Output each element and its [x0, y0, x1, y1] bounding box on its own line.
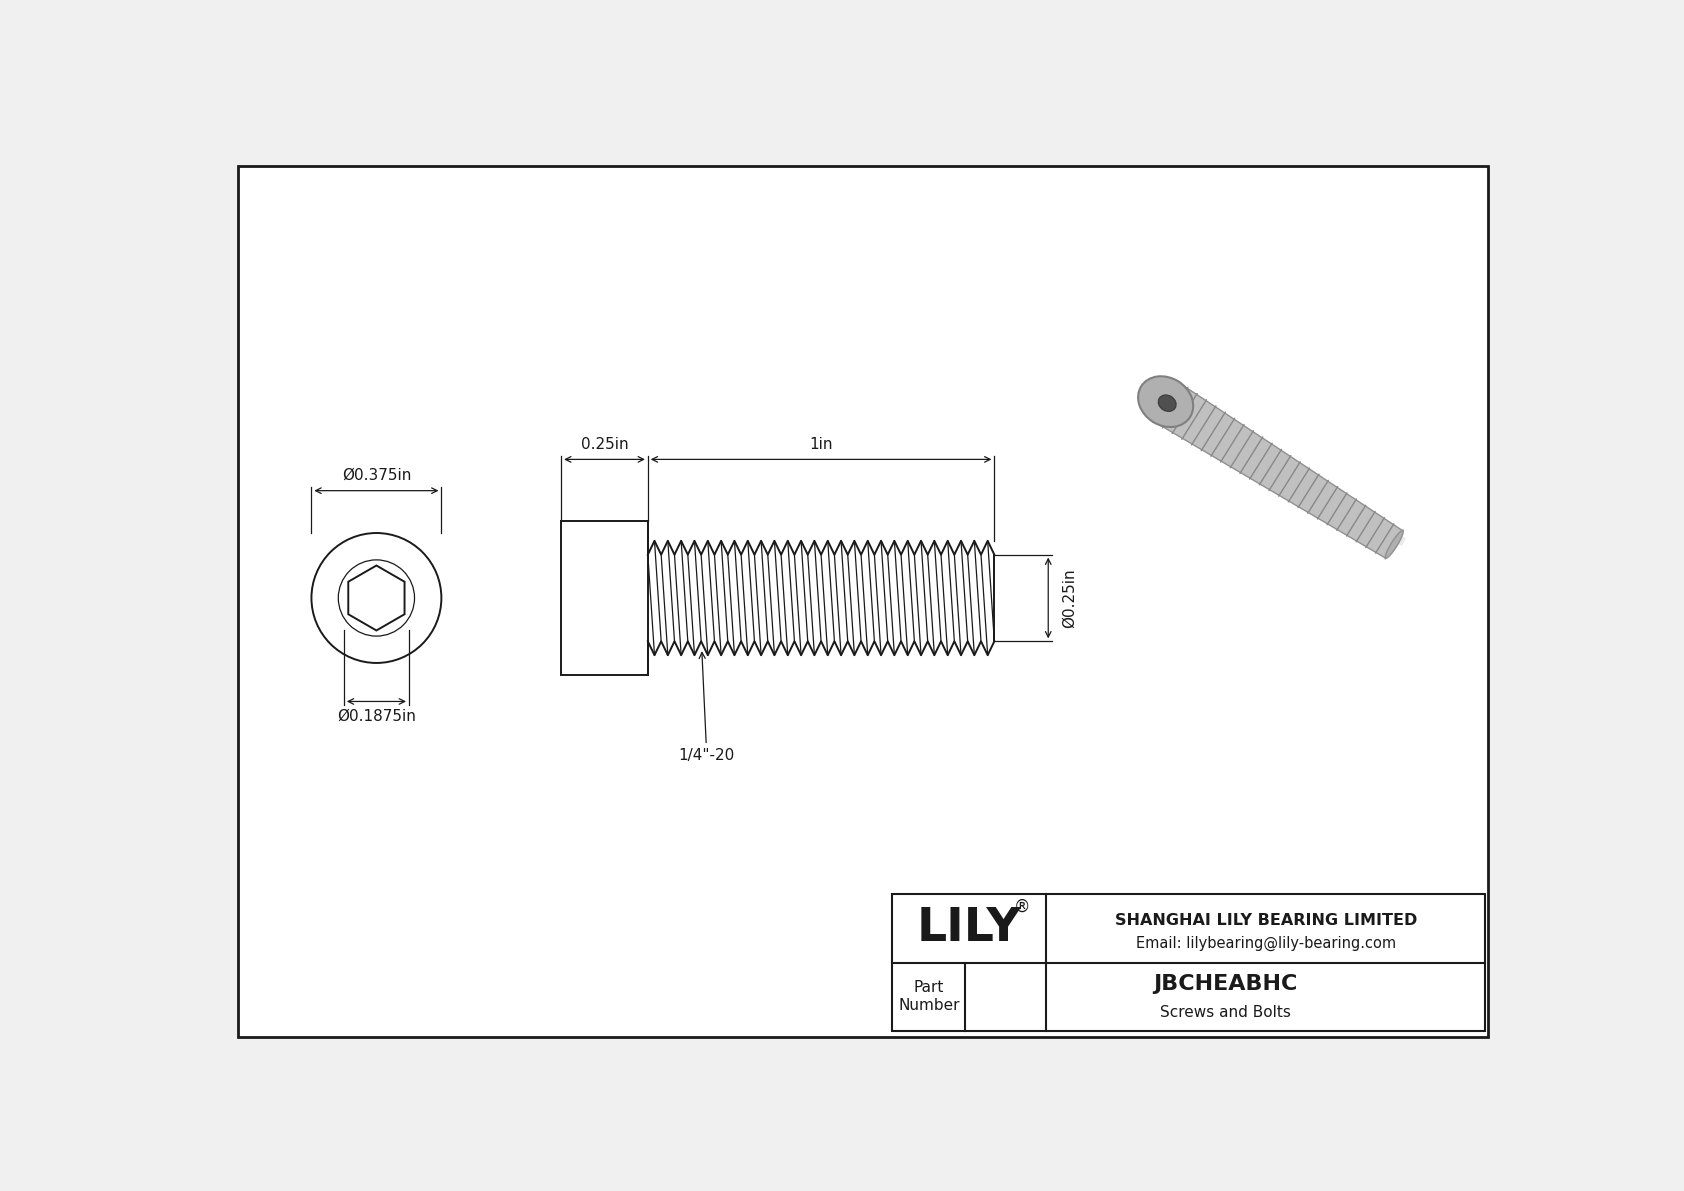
Text: SHANGHAI LILY BEARING LIMITED: SHANGHAI LILY BEARING LIMITED: [1115, 913, 1416, 928]
Bar: [893, 894, 1485, 1030]
Circle shape: [312, 534, 441, 663]
Ellipse shape: [1386, 531, 1403, 559]
Text: 1in: 1in: [810, 437, 834, 451]
Ellipse shape: [1159, 395, 1175, 411]
Text: 1/4"-20: 1/4"-20: [679, 653, 734, 763]
Polygon shape: [1154, 398, 1406, 545]
Bar: [561, 520, 648, 675]
Circle shape: [338, 560, 414, 636]
Text: Part
Number: Part Number: [898, 980, 960, 1012]
Ellipse shape: [1138, 376, 1194, 428]
Text: Screws and Bolts: Screws and Bolts: [1160, 1004, 1290, 1019]
Text: Ø0.1875in: Ø0.1875in: [337, 709, 416, 724]
Text: 0.25in: 0.25in: [581, 437, 628, 451]
Text: LILY: LILY: [918, 906, 1022, 950]
Text: Ø0.375in: Ø0.375in: [342, 468, 411, 484]
Polygon shape: [648, 541, 994, 655]
Text: JBCHEABHC: JBCHEABHC: [1154, 973, 1298, 993]
Text: ®: ®: [1014, 898, 1031, 916]
Text: Email: lilybearing@lily-bearing.com: Email: lilybearing@lily-bearing.com: [1135, 936, 1396, 952]
Polygon shape: [349, 566, 404, 630]
Polygon shape: [1154, 382, 1403, 559]
Text: Ø0.25in: Ø0.25in: [1063, 568, 1078, 628]
